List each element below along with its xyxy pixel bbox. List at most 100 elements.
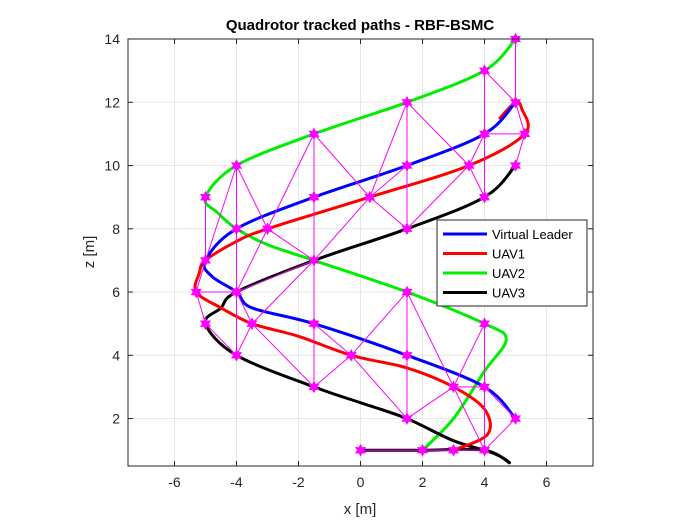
x-tick-label: 0 bbox=[357, 474, 365, 490]
formation-marker bbox=[447, 380, 460, 394]
series-line-uav3 bbox=[203, 164, 517, 465]
formation-link bbox=[484, 386, 516, 419]
formation-marker bbox=[364, 190, 376, 204]
chart-title: Quadrotor tracked paths - RBF-BSMC bbox=[226, 17, 495, 34]
formation-link bbox=[267, 228, 315, 261]
formation-link bbox=[205, 323, 237, 356]
formation-marker bbox=[190, 285, 202, 299]
formation-marker bbox=[199, 254, 212, 267]
formation-marker bbox=[308, 380, 320, 394]
formation-marker bbox=[308, 254, 320, 267]
x-tick-label: -2 bbox=[292, 474, 305, 490]
legend-label-virtual-leader: Virtual Leader bbox=[492, 227, 573, 242]
formation-link bbox=[313, 323, 352, 356]
formation-link bbox=[468, 165, 485, 198]
formation-marker bbox=[447, 443, 460, 457]
y-tick-label: 12 bbox=[104, 94, 120, 110]
formation-link bbox=[313, 133, 371, 198]
formation-marker bbox=[509, 412, 522, 425]
formation-marker bbox=[401, 348, 413, 362]
formation-link bbox=[453, 323, 485, 388]
y-tick-label: 14 bbox=[104, 31, 120, 47]
formation-link bbox=[515, 102, 526, 135]
legend-label-uav3: UAV3 bbox=[492, 286, 525, 301]
formation-marker bbox=[308, 127, 320, 141]
formation-marker bbox=[478, 127, 491, 141]
formation-marker bbox=[401, 222, 413, 236]
formation-link bbox=[236, 165, 268, 229]
formation-link bbox=[369, 165, 408, 198]
formation-marker bbox=[519, 127, 531, 141]
formation-link bbox=[406, 165, 470, 230]
formation-link bbox=[484, 418, 516, 451]
formation-marker bbox=[478, 317, 491, 331]
formation-marker bbox=[199, 317, 212, 331]
formation-marker bbox=[199, 190, 212, 204]
formation-link bbox=[484, 70, 516, 103]
formation-marker bbox=[509, 95, 522, 109]
formation-link bbox=[195, 260, 206, 293]
formation-link bbox=[313, 354, 352, 388]
legend-label-uav1: UAV1 bbox=[492, 247, 525, 262]
formation-marker bbox=[230, 348, 243, 362]
formation-link bbox=[195, 291, 206, 324]
formation-link bbox=[406, 386, 454, 419]
formation-marker bbox=[345, 348, 357, 362]
series-line-uav2 bbox=[203, 37, 517, 452]
formation-link bbox=[350, 291, 408, 356]
formation-marker bbox=[308, 317, 320, 331]
legend-label-uav2: UAV2 bbox=[492, 266, 525, 281]
formation-link bbox=[369, 102, 408, 198]
y-tick-label: 10 bbox=[104, 158, 120, 174]
formation-marker bbox=[230, 285, 243, 299]
y-tick-label: 2 bbox=[112, 411, 120, 427]
formation-link bbox=[205, 165, 237, 261]
formation-link bbox=[313, 196, 371, 261]
formation-link bbox=[406, 101, 470, 166]
formation-marker bbox=[509, 159, 522, 172]
y-axis-label: z [m] bbox=[81, 236, 98, 269]
formation-marker bbox=[416, 443, 429, 457]
x-tick-label: 6 bbox=[543, 474, 551, 490]
formation-link bbox=[236, 291, 253, 324]
x-tick-label: 4 bbox=[481, 474, 489, 490]
formation-marker bbox=[230, 222, 243, 236]
formation-marker bbox=[478, 190, 491, 204]
y-tick-label: 8 bbox=[112, 221, 120, 237]
formation-marker bbox=[478, 380, 491, 394]
formation-link bbox=[406, 291, 454, 388]
formation-link bbox=[236, 228, 268, 293]
x-tick-label: 2 bbox=[419, 474, 427, 490]
series-line-uav1 bbox=[193, 100, 530, 452]
x-axis-label: x [m] bbox=[344, 501, 377, 518]
formation-link bbox=[251, 323, 315, 388]
formation-marker bbox=[478, 443, 491, 457]
formation-marker bbox=[246, 317, 258, 331]
formation-marker bbox=[401, 285, 413, 299]
formation-link bbox=[251, 260, 315, 325]
y-tick-label: 4 bbox=[112, 347, 120, 363]
formation-link bbox=[267, 133, 315, 229]
x-tick-label: -4 bbox=[230, 474, 243, 490]
formation-markers bbox=[190, 32, 531, 457]
formation-link bbox=[236, 323, 253, 356]
x-tick-label: -6 bbox=[168, 474, 181, 490]
formation-link bbox=[515, 133, 526, 166]
formation-link bbox=[350, 354, 408, 419]
formation-link bbox=[369, 196, 408, 230]
formation-marker bbox=[401, 412, 413, 425]
formation-link bbox=[468, 133, 485, 166]
formation-marker bbox=[463, 159, 475, 172]
axis-ticks: -6 -4 -2 0 2 4 6 2 4 6 8 10 12 14 bbox=[104, 31, 593, 490]
formation-link bbox=[453, 386, 485, 451]
legend: Virtual Leader UAV1 UAV2 UAV3 bbox=[436, 219, 588, 307]
formation-marker bbox=[354, 443, 367, 457]
y-tick-label: 6 bbox=[112, 284, 120, 300]
formation-marker bbox=[401, 159, 413, 172]
formation-marker bbox=[261, 222, 274, 236]
formation-link bbox=[236, 259, 315, 293]
formation-links bbox=[195, 39, 526, 451]
formation-marker bbox=[401, 95, 413, 109]
formation-marker bbox=[230, 159, 243, 172]
